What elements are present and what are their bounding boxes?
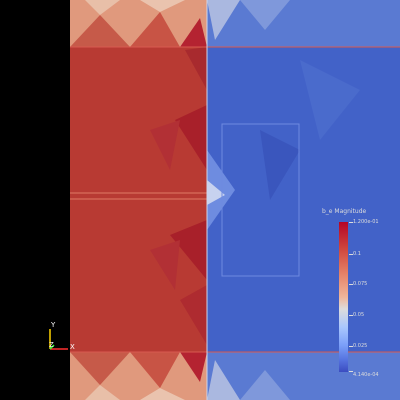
mesh-cell bbox=[180, 18, 207, 47]
colorbar-max-label: 1.200e-01 bbox=[353, 219, 379, 225]
mesh-cell bbox=[70, 15, 130, 47]
bottom-strip-blue bbox=[207, 352, 400, 400]
colorbar-tick-label: 0.075 bbox=[353, 281, 368, 287]
axes-triad bbox=[49, 329, 68, 350]
mesh-cell bbox=[207, 360, 240, 400]
mesh-cell bbox=[240, 370, 290, 400]
mesh-cell bbox=[85, 0, 120, 15]
mesh-cell bbox=[140, 0, 185, 12]
low-magnitude-region bbox=[207, 47, 400, 352]
mesh-cell bbox=[207, 180, 225, 205]
z-axis-line bbox=[49, 344, 55, 350]
mesh-cell bbox=[207, 0, 240, 40]
colorbar bbox=[339, 222, 348, 372]
mesh-cell bbox=[70, 352, 130, 385]
x-axis-label: X bbox=[70, 343, 75, 351]
y-axis-label: Y bbox=[51, 321, 56, 329]
mesh-cell bbox=[180, 352, 207, 382]
colorbar-tick-label: 0.05 bbox=[353, 312, 365, 318]
colorbar-title: b_e Magnitude bbox=[322, 208, 367, 215]
colorbar-min-label: 4.140e-04 bbox=[353, 372, 379, 378]
colorbar-tick-label: 0.1 bbox=[353, 251, 361, 257]
colorbar-tick-label: 0.025 bbox=[353, 343, 368, 349]
colorbar-tick bbox=[349, 371, 353, 372]
mesh-cell bbox=[175, 105, 207, 170]
colorbar-tick bbox=[349, 284, 353, 285]
background-region bbox=[0, 0, 70, 400]
top-strip-blue bbox=[207, 0, 400, 47]
inner-boundary bbox=[221, 123, 300, 277]
mesh-cell bbox=[130, 12, 180, 47]
mesh-cell bbox=[300, 60, 360, 140]
mesh-cell bbox=[180, 285, 207, 345]
z-axis-label: Z bbox=[49, 341, 54, 349]
mesh-cell bbox=[170, 220, 207, 280]
colorbar-tick bbox=[349, 346, 353, 347]
mesh-cell bbox=[130, 352, 180, 388]
mesh-cell bbox=[260, 130, 300, 200]
colorbar-tick bbox=[349, 254, 353, 255]
mesh-cell bbox=[140, 388, 185, 400]
mesh-cell bbox=[207, 150, 235, 230]
colorbar-tick bbox=[349, 315, 353, 316]
colorbar-tick bbox=[349, 222, 353, 223]
mesh-cell bbox=[150, 240, 180, 290]
mesh-cell bbox=[85, 385, 120, 400]
mesh-cell bbox=[240, 0, 290, 30]
mesh-cell bbox=[150, 120, 180, 170]
mesh-cell bbox=[185, 47, 207, 90]
